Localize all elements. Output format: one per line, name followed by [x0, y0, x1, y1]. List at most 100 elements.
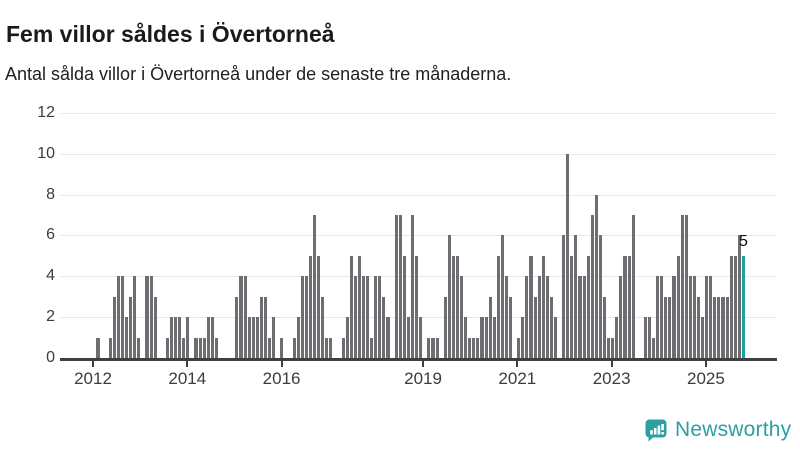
bar [586, 255, 590, 358]
bar [153, 296, 157, 358]
bar [709, 276, 713, 358]
bar [484, 317, 488, 358]
bar [631, 215, 635, 358]
x-axis-label-2021: 2021 [498, 369, 537, 388]
y-axis-label-0: 0 [46, 349, 55, 366]
bar [619, 276, 623, 358]
bar [125, 317, 129, 358]
bar [623, 255, 627, 358]
brand-name: Newsworthy [675, 418, 792, 441]
y-axis-label-12: 12 [37, 103, 55, 121]
bar [696, 296, 701, 358]
bar [214, 337, 218, 358]
bar [566, 153, 570, 358]
bar [251, 317, 255, 358]
bar [353, 276, 357, 358]
bar [317, 255, 321, 358]
bar [112, 296, 116, 358]
bar [509, 296, 513, 358]
bar [472, 337, 476, 358]
bar [664, 296, 668, 358]
bar [206, 317, 210, 358]
x-axis-label-2023: 2023 [592, 369, 631, 388]
bar [382, 296, 386, 358]
bar [419, 317, 423, 358]
bar [729, 255, 733, 358]
x-axis-line [60, 358, 777, 361]
bar [455, 255, 460, 358]
bar [96, 337, 100, 358]
bar [300, 276, 304, 358]
bar [451, 255, 455, 358]
bar [108, 337, 112, 358]
bar [582, 276, 586, 358]
bar [280, 337, 284, 358]
y-axis-label-4: 4 [46, 267, 55, 285]
bar [349, 255, 353, 358]
bar [374, 276, 378, 358]
y-axis-label-10: 10 [37, 144, 55, 162]
bar [345, 317, 349, 358]
bar [406, 317, 410, 358]
bar [272, 317, 276, 358]
bar [680, 215, 684, 358]
bar [480, 317, 484, 358]
bar [570, 255, 574, 358]
bar [202, 337, 206, 358]
bar [676, 255, 680, 358]
bar [133, 276, 137, 358]
bar [239, 276, 243, 358]
bar [652, 337, 656, 358]
gridline-y-6 [60, 235, 777, 237]
gridline-y-12 [60, 112, 777, 114]
bar [488, 296, 492, 358]
bar [361, 276, 366, 358]
bar [235, 296, 239, 358]
bar [182, 337, 186, 358]
x-axis-label-2012: 2012 [74, 369, 112, 388]
bar [737, 235, 741, 358]
bar [598, 235, 602, 358]
bar [169, 317, 174, 358]
bar [537, 276, 541, 358]
bar [553, 317, 558, 358]
bar [460, 276, 464, 358]
newsworthy-logo-icon [644, 418, 668, 442]
bar [713, 296, 717, 358]
bar [312, 215, 317, 358]
bar [447, 235, 451, 358]
bar [427, 337, 431, 358]
bar [517, 337, 521, 358]
bar [660, 276, 664, 358]
page-title: Fem villor såldes i Övertorneå [6, 21, 335, 48]
bar [656, 276, 660, 358]
x-axis-label-2025: 2025 [687, 369, 725, 388]
bar [178, 317, 182, 358]
bar [562, 235, 566, 358]
bar [647, 317, 652, 358]
bar [243, 276, 247, 358]
bar [607, 337, 611, 358]
bar [165, 337, 169, 358]
bar [688, 276, 692, 358]
gridline-y-2 [60, 317, 777, 319]
bar [611, 337, 615, 358]
x-axis-tick-2012 [92, 361, 94, 367]
x-axis-tick-2014 [186, 361, 189, 367]
x-axis-label-2019: 2019 [404, 369, 442, 388]
bar [435, 337, 439, 358]
bar [431, 337, 435, 358]
x-axis-tick-2023 [610, 361, 613, 367]
bar [378, 276, 382, 358]
x-axis-tick-2021 [516, 361, 519, 367]
x-axis-tick-2016 [280, 361, 283, 367]
gridline-y-8 [60, 194, 777, 196]
bar [304, 276, 308, 358]
bar [627, 255, 631, 358]
bar [329, 337, 333, 358]
bar [341, 337, 345, 358]
bar [590, 215, 594, 358]
bar [578, 276, 582, 358]
y-axis-label-2: 2 [46, 308, 55, 326]
